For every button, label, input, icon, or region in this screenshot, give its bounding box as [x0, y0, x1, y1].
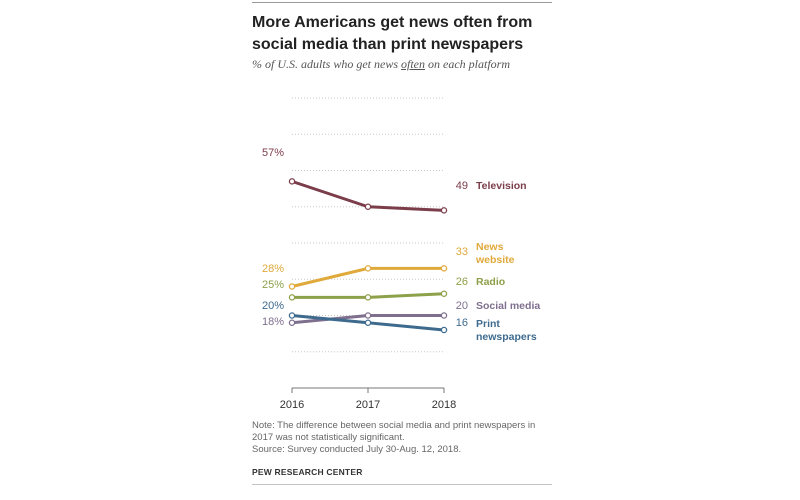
series-label: Radio: [476, 276, 505, 288]
title-line-2: social media than print newspapers: [252, 36, 524, 53]
x-tick-label: 2016: [280, 399, 304, 411]
start-value-label: 18%: [262, 316, 284, 328]
data-point: [364, 203, 372, 210]
data-point: [364, 319, 372, 326]
source-line: Source: Survey conducted July 30-Aug. 12…: [252, 444, 462, 455]
data-point: [288, 294, 296, 301]
data-point: [288, 283, 296, 290]
end-value-label: 49: [456, 180, 468, 192]
x-tick-label: 2018: [432, 399, 456, 411]
subtitle-prefix: % of U.S. adults who get news: [252, 57, 401, 71]
chart-title: More Americans get news often from socia…: [252, 12, 552, 56]
data-point: [364, 312, 372, 319]
subtitle-emphasis: often: [401, 57, 425, 71]
data-point: [440, 326, 448, 334]
title-line-1: More Americans get news often from: [252, 14, 533, 31]
subtitle-suffix: on each platform: [425, 57, 510, 71]
chart-subtitle: % of U.S. adults who get news often on e…: [252, 57, 510, 72]
end-value-label: 20: [456, 300, 468, 312]
data-point: [440, 290, 448, 297]
top-rule: [252, 2, 552, 3]
data-point: [440, 207, 448, 214]
data-point: [288, 312, 296, 319]
data-point: [288, 319, 296, 326]
end-value-label: 26: [456, 276, 468, 288]
start-value-label: 20%: [262, 300, 284, 312]
series-label: Social media: [476, 300, 540, 312]
start-value-label: 57%: [262, 147, 284, 159]
data-point: [440, 265, 448, 272]
start-value-label: 25%: [262, 279, 284, 291]
series-label: Print: [476, 318, 500, 330]
x-tick-label: 2017: [356, 399, 380, 411]
chart-notes: Note: The difference between social medi…: [252, 420, 552, 456]
note-line-1: Note: The difference between social medi…: [252, 420, 536, 431]
bottom-rule: [252, 484, 552, 485]
series-label: newspapers: [476, 331, 537, 343]
pew-credit: PEW RESEARCH CENTER: [252, 467, 363, 477]
data-point: [288, 178, 296, 185]
start-value-label: 28%: [262, 263, 284, 275]
series-label: website: [475, 254, 515, 266]
end-value-label: 33: [456, 246, 468, 258]
data-point: [364, 265, 372, 272]
data-point: [440, 312, 448, 319]
data-point: [364, 294, 372, 301]
series-label: Television: [476, 180, 527, 192]
end-value-label: 16: [456, 317, 468, 329]
note-line-2: 2017 was not statistically significant.: [252, 432, 405, 443]
series-label: News: [476, 241, 504, 253]
